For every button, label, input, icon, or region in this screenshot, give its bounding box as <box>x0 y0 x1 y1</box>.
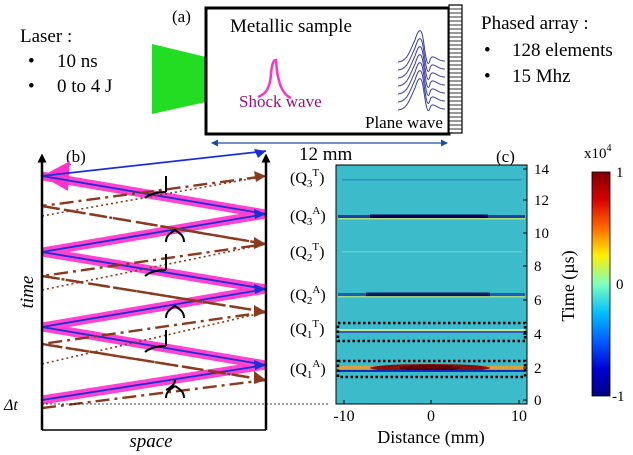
bscan-image <box>335 164 528 405</box>
laser-beam <box>152 44 206 114</box>
echo-label-q1a: (Q1A) <box>290 358 326 381</box>
echo-q2t <box>342 251 522 253</box>
dt-label: Δt <box>3 397 18 414</box>
array-elements: 128 elements <box>512 40 613 61</box>
y-tick-6: 6 <box>534 293 542 309</box>
x-axis-ticks <box>343 400 520 404</box>
shock-wave-label: Shock wave <box>239 92 322 111</box>
y-axis-label: Time (µs) <box>558 250 579 321</box>
y-axis-ticks <box>523 168 527 401</box>
laser-bullet-dot-1: • <box>28 51 35 72</box>
panel-c-label: (c) <box>496 147 515 166</box>
q1t-window <box>336 321 527 343</box>
y-tick-4: 4 <box>534 327 542 343</box>
ultrasound-right-arrowheads <box>254 209 266 370</box>
laser-energy: 0 to 4 J <box>57 76 112 97</box>
echo-q1a <box>338 364 525 372</box>
ultrasound-arrowhead <box>254 149 266 158</box>
echo-q3t <box>342 179 522 181</box>
shock-wave-icon <box>257 58 292 100</box>
shock-front-markers <box>144 176 185 399</box>
panel-b: (b) <box>3 147 330 452</box>
panel-a-label: (a) <box>172 7 191 26</box>
y-tick-14: 14 <box>534 162 550 178</box>
laser-duration: 10 ns <box>57 51 98 72</box>
laser-bullet-dot-2: • <box>28 76 35 97</box>
sample-title: Metallic sample <box>230 16 352 37</box>
echo-labels: (Q3T) (Q3A) (Q2T) (Q2A) (Q1T) (Q1A) <box>290 167 326 381</box>
plane-wave-label: Plane wave <box>365 113 443 132</box>
echo-label-q2a: (Q2A) <box>290 284 326 307</box>
converted-wave-long-dash <box>41 204 267 382</box>
shock-wave-paths <box>41 171 267 405</box>
echo-label-q3t: (Q3T) <box>290 167 324 190</box>
space-axis-label: space <box>129 431 172 452</box>
converted-wave-dotted <box>41 175 267 365</box>
echo-label-q2t: (Q2T) <box>290 241 324 264</box>
colorbar: x104 1 0 -1 <box>584 143 625 405</box>
plane-wave-icon <box>397 30 446 111</box>
time-axis-label: time <box>17 276 38 309</box>
y-tick-12: 12 <box>534 193 549 209</box>
x-tick-10: 10 <box>511 408 527 425</box>
q1a-window <box>336 359 527 379</box>
colorbar-tick-max: 1 <box>616 165 624 181</box>
echo-q3a <box>338 214 525 220</box>
shock-wave-arrowhead <box>42 161 70 191</box>
panel-c: (c) <box>290 143 625 448</box>
panel-b-label: (b) <box>66 147 86 166</box>
echo-q2a <box>338 292 525 298</box>
array-title: Phased array : <box>481 13 589 34</box>
y-tick-0: 0 <box>534 393 542 409</box>
array-frequency: 15 Mhz <box>512 66 571 87</box>
y-tick-8: 8 <box>534 259 542 275</box>
echo-q1t <box>338 329 525 333</box>
echo-label-q3a: (Q3A) <box>290 205 326 228</box>
colorbar-exponent: x104 <box>584 143 612 162</box>
echo-label-q1t: (Q1T) <box>290 318 324 341</box>
y-tick-10: 10 <box>534 226 549 242</box>
panel-a: (a) Laser : • 10 ns • 0 to 4 J Metallic … <box>20 4 613 165</box>
array-bullet-dot-2: • <box>484 66 491 87</box>
phased-array-transducer <box>448 4 463 134</box>
colorbar-tick-zero: 0 <box>616 277 624 293</box>
x-tick-0: 0 <box>427 408 435 425</box>
x-axis-label: Distance (mm) <box>377 427 484 448</box>
colorbar-tick-min: -1 <box>612 389 625 405</box>
x-tick-neg10: -10 <box>333 408 354 425</box>
laser-title: Laser : <box>20 26 72 47</box>
converted-wave-arrowheads <box>254 171 266 384</box>
array-bullet-dot-1: • <box>484 40 491 61</box>
width-label: 12 mm <box>299 144 353 165</box>
y-tick-2: 2 <box>534 361 542 377</box>
